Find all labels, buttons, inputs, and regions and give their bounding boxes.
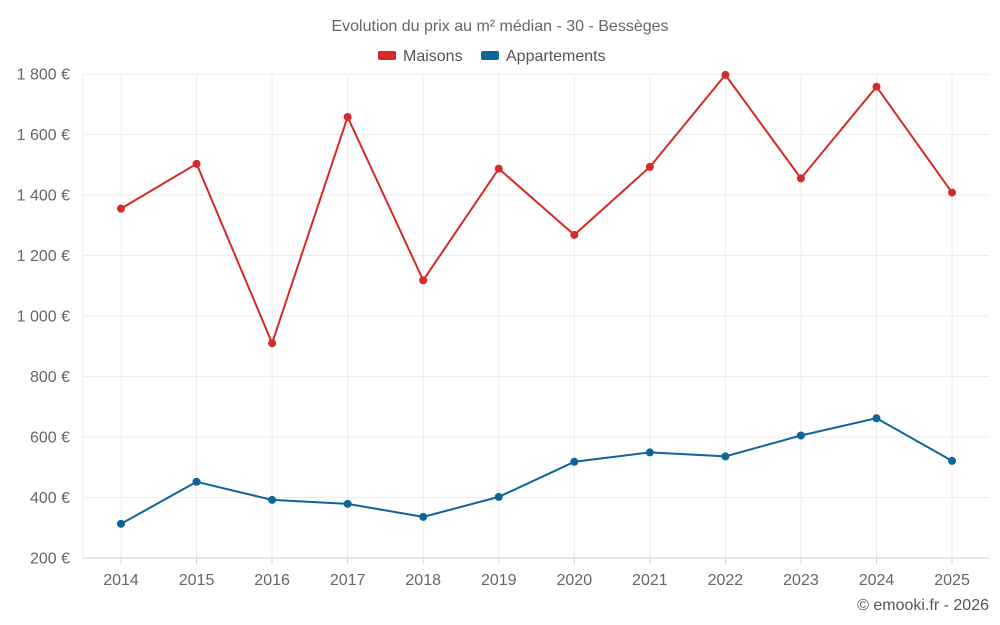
data-point-appartements[interactable] (796, 431, 805, 440)
data-point-appartements[interactable] (268, 495, 277, 504)
data-point-appartements[interactable] (117, 519, 125, 528)
chart-title: Evolution du prix au m² médian - 30 - Be… (331, 18, 668, 35)
x-tick-label: 2022 (708, 572, 744, 589)
x-tick-label: 2020 (557, 572, 593, 589)
legend-label-maisons: Maisons (403, 48, 463, 65)
data-point-maisons[interactable] (796, 174, 805, 183)
label-layer: 200 € 400 € 600 € 800 € 1 000 € 1 200 € 1 400 … (17, 67, 970, 590)
x-tick-label: 2015 (179, 572, 215, 589)
series-line-appartements (120, 417, 953, 525)
y-tick-label: 1 000 € (17, 309, 70, 326)
x-tick-label: 2023 (783, 572, 819, 589)
y-tick-label: 1 400 € (17, 188, 70, 205)
y-tick-label: 800 € (30, 369, 70, 386)
data-point-appartements[interactable] (343, 499, 352, 508)
series-line-maisons (120, 73, 953, 345)
legend-swatch-appartements (481, 51, 499, 60)
grid-layer (82, 73, 989, 558)
data-point-appartements[interactable] (645, 448, 654, 457)
y-tick-label: 1 800 € (17, 67, 70, 84)
data-point-appartements[interactable] (721, 452, 730, 461)
x-tick-label: 2018 (405, 572, 441, 589)
data-point-maisons[interactable] (268, 339, 277, 348)
y-tick-label: 1 600 € (17, 127, 70, 144)
data-point-appartements[interactable] (494, 492, 503, 501)
data-point-appartements[interactable] (419, 512, 428, 521)
data-point-maisons[interactable] (343, 112, 352, 121)
y-tick-label: 200 € (30, 551, 70, 568)
data-point-maisons[interactable] (570, 230, 579, 239)
credit-text: © emooki.fr - 2026 (857, 597, 989, 614)
legend: Maisons Appartements (378, 48, 606, 65)
data-point-maisons[interactable] (872, 82, 881, 91)
data-point-maisons[interactable] (494, 164, 503, 173)
data-point-maisons[interactable] (645, 162, 654, 171)
x-tick-label: 2021 (632, 572, 668, 589)
data-point-appartements[interactable] (948, 456, 957, 465)
data-point-maisons[interactable] (419, 276, 428, 285)
data-point-appartements[interactable] (872, 414, 881, 423)
data-point-maisons[interactable] (117, 204, 125, 213)
data-point-maisons[interactable] (192, 159, 201, 168)
x-tick-label: 2017 (330, 572, 366, 589)
legend-swatch-maisons (378, 51, 396, 60)
data-point-maisons[interactable] (721, 70, 730, 79)
x-tick-label: 2025 (934, 572, 970, 589)
data-point-appartements[interactable] (570, 457, 579, 466)
series-layer (117, 70, 957, 528)
x-tick-label: 2019 (481, 572, 517, 589)
y-tick-label: 1 200 € (17, 248, 70, 265)
data-point-appartements[interactable] (192, 477, 201, 486)
legend-item-appartements[interactable]: Appartements (481, 48, 606, 65)
x-tick-label: 2016 (254, 572, 290, 589)
legend-label-appartements: Appartements (506, 48, 606, 65)
x-tick-label: 2014 (103, 572, 139, 589)
x-tick-label: 2024 (859, 572, 895, 589)
y-tick-label: 600 € (30, 430, 70, 447)
y-tick-label: 400 € (30, 490, 70, 507)
axis-layer (83, 557, 989, 564)
legend-item-maisons[interactable]: Maisons (378, 48, 463, 65)
data-point-maisons[interactable] (948, 188, 957, 197)
